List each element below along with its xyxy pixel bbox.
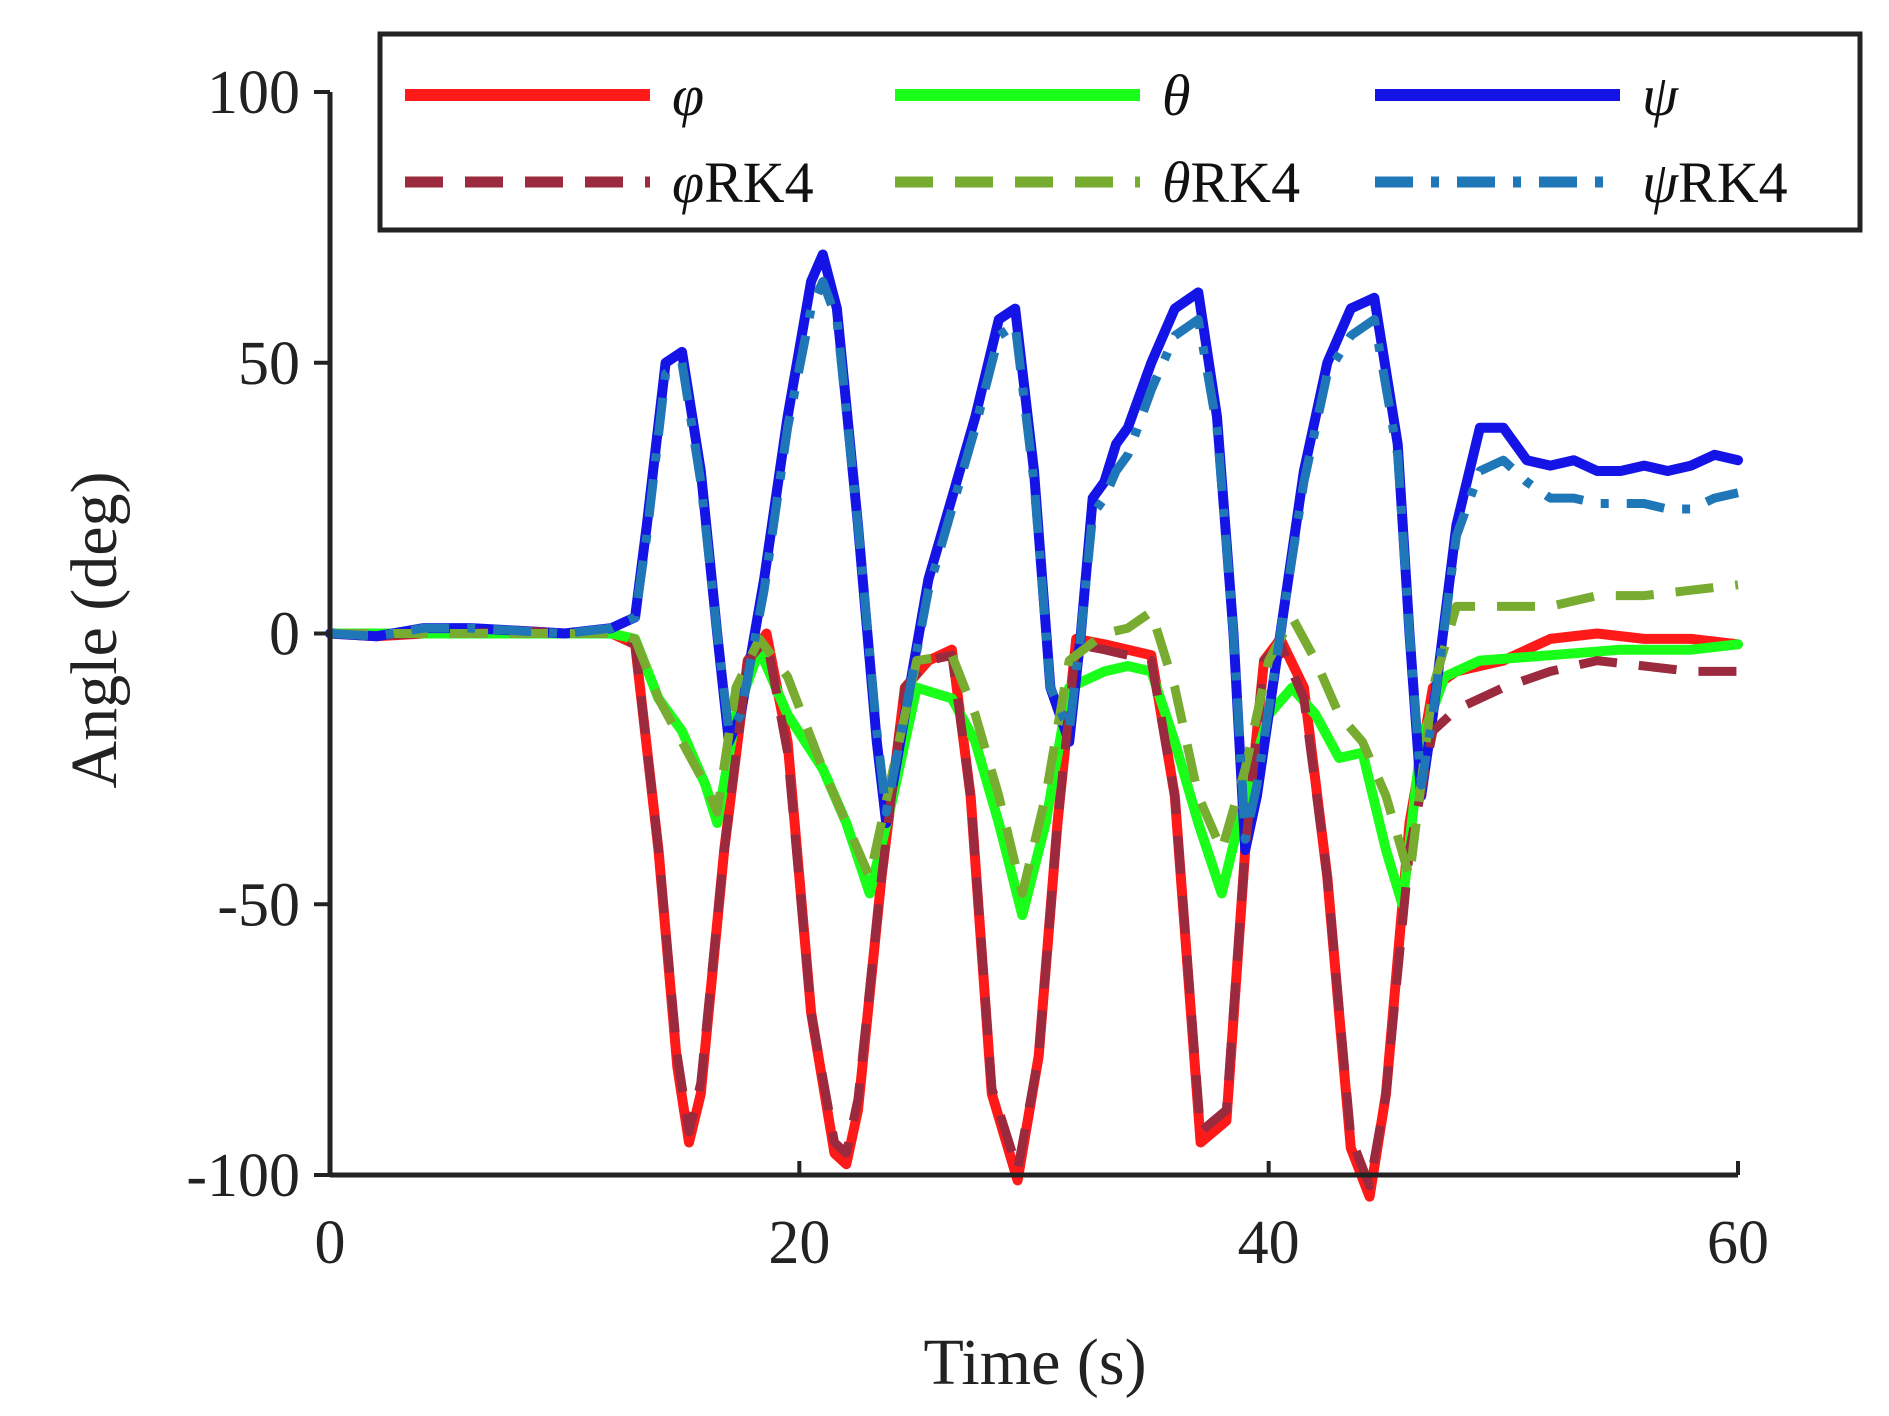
y-tick-label: 0 <box>269 601 300 669</box>
legend-label-6: ψRK4 <box>1642 150 1788 215</box>
series-line-1 <box>325 625 1743 1202</box>
legend-label-1: φ <box>672 63 704 128</box>
legend-label-5: θRK4 <box>1162 150 1300 215</box>
x-tick-label: 20 <box>768 1209 830 1277</box>
y-tick-label: -100 <box>186 1142 300 1210</box>
legend-label-2: θ <box>1162 63 1191 128</box>
x-tick-label: 40 <box>1238 1209 1300 1277</box>
x-tick-label: 60 <box>1707 1209 1769 1277</box>
series-line-4 <box>329 626 1738 1191</box>
legend-box <box>377 31 1863 233</box>
y-tick-label: 50 <box>238 330 300 398</box>
legend-label-4: φRK4 <box>672 150 814 215</box>
series-layer <box>325 249 1743 1202</box>
y-tick-label: -50 <box>217 871 300 939</box>
legend: φ θ ψ φRK4 θRK4 ψRK4 <box>377 31 1863 233</box>
y-axis-title: Angle (deg) <box>58 471 131 788</box>
x-axis-title: Time (s) <box>923 1326 1146 1399</box>
x-tick-label: 0 <box>315 1209 346 1277</box>
series-line-6 <box>329 277 1740 844</box>
legend-label-3: ψ <box>1642 63 1679 128</box>
y-tick-label: 100 <box>207 59 300 127</box>
series-line-2 <box>325 628 1743 921</box>
series-line-5 <box>330 580 1739 898</box>
